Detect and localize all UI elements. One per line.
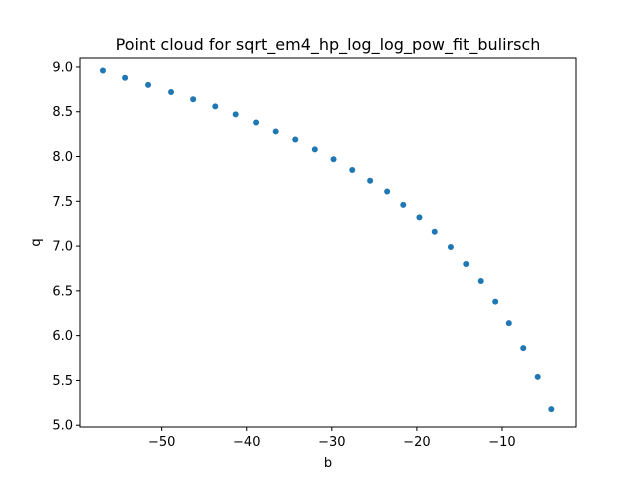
data-point-21 [492, 298, 499, 305]
y-tick-label: 8.0 [52, 150, 73, 165]
data-point-23 [520, 345, 527, 352]
data-point-13 [367, 177, 374, 184]
data-point-10 [311, 146, 318, 153]
data-points [99, 67, 555, 413]
plot-frame [79, 57, 577, 428]
x-tick-label: −40 [233, 435, 260, 450]
y-tick-label: 5.5 [52, 374, 73, 389]
data-point-20 [477, 278, 484, 285]
data-point-18 [447, 243, 454, 250]
data-point-8 [272, 128, 279, 135]
data-point-9 [292, 136, 299, 143]
y-tick-label: 8.5 [52, 105, 73, 120]
y-axis-ticks: 5.0 5.5 6.0 6.5 7.0 7.5 8.0 8.5 9.0 [52, 60, 80, 434]
y-tick-label: 7.5 [52, 195, 73, 210]
data-point-4 [190, 96, 197, 103]
x-axis-label: b [324, 456, 332, 471]
data-point-7 [253, 119, 260, 126]
data-point-24 [534, 373, 541, 380]
chart-title: Point cloud for sqrt_em4_hp_log_log_pow_… [116, 35, 541, 55]
data-point-19 [463, 261, 470, 267]
data-point-0 [99, 67, 106, 74]
y-tick-label: 5.0 [52, 419, 73, 434]
data-point-5 [212, 103, 219, 110]
x-axis-ticks: −50 −40 −30 −20 −10 [148, 427, 516, 450]
data-point-22 [505, 320, 512, 327]
data-point-2 [145, 81, 152, 88]
y-tick-label: 9.0 [52, 60, 73, 75]
x-tick-label: −50 [148, 435, 175, 450]
data-point-1 [122, 74, 129, 81]
data-point-14 [384, 188, 391, 195]
y-axis-label: q [29, 238, 44, 246]
y-tick-label: 6.5 [52, 284, 73, 299]
data-point-6 [232, 111, 239, 118]
x-tick-label: −30 [318, 435, 345, 450]
y-tick-label: 7.0 [52, 240, 73, 255]
data-point-15 [400, 201, 407, 208]
data-point-12 [349, 166, 356, 173]
x-tick-label: −20 [403, 435, 430, 450]
data-point-25 [548, 406, 555, 413]
data-point-11 [330, 156, 337, 163]
data-point-16 [416, 214, 423, 221]
y-tick-label: 6.0 [52, 329, 73, 344]
data-point-3 [168, 89, 175, 96]
x-tick-label: −10 [488, 435, 515, 450]
data-point-17 [431, 228, 438, 235]
